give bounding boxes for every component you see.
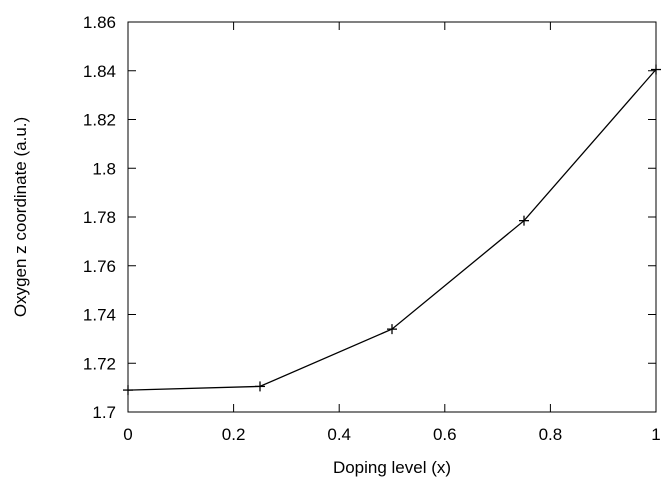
axis-ticks	[127, 21, 657, 413]
y-axis-label: Oxygen z coordinate (a.u.)	[11, 117, 30, 317]
y-tick-label: 1.84	[83, 62, 116, 81]
y-tick-label: 1.7	[92, 403, 116, 422]
data-point-marker	[651, 64, 661, 75]
x-tick-label: 0.4	[327, 425, 351, 444]
y-tick-label: 1.74	[83, 306, 116, 325]
y-tick-label: 1.72	[83, 354, 116, 373]
data-point-marker	[387, 324, 397, 335]
data-point-marker	[255, 381, 265, 392]
x-tick-label: 1	[651, 425, 660, 444]
y-tick-label: 1.76	[83, 257, 116, 276]
x-tick-labels: 0 0.2 0.4 0.6 0.8 1	[123, 425, 660, 444]
data-point-marker	[123, 385, 133, 396]
data-point-marker	[519, 215, 529, 226]
x-axis-label: Doping level (x)	[333, 458, 451, 477]
y-tick-label: 1.82	[83, 111, 116, 130]
y-tick-labels: 1.7 1.72 1.74 1.76 1.78 1.8 1.82 1.84 1.86	[83, 13, 116, 422]
plot-frame	[127, 21, 657, 413]
x-tick-label: 0.6	[433, 425, 457, 444]
y-tick-label: 1.8	[92, 159, 116, 178]
series-line	[127, 69, 657, 391]
x-tick-label: 0.8	[539, 425, 563, 444]
y-tick-label: 1.78	[83, 208, 116, 227]
x-tick-label: 0	[123, 425, 132, 444]
series-layer	[123, 64, 661, 396]
y-tick-label: 1.86	[83, 13, 116, 32]
x-tick-label: 0.2	[222, 425, 246, 444]
